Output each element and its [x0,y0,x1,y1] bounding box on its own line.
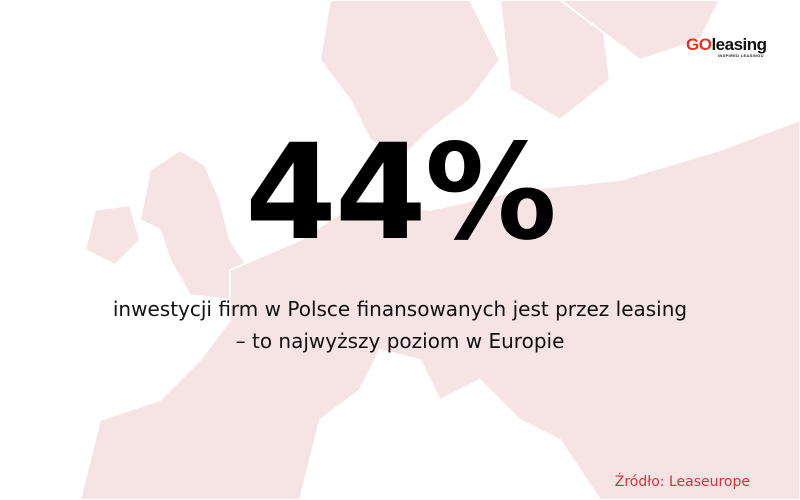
description-line-2: – to najwyższy poziom w Europie [235,329,565,353]
logo-leasing: leasing [711,35,767,54]
description-line-1: inwestycji firm w Polsce finansowanych j… [112,297,688,321]
source-note: Źródło: Leaseurope [614,474,750,490]
finland [498,0,612,122]
headline-percentage: 44% [245,116,557,270]
logo-tagline: INSPIRED LEASINGU [718,53,764,58]
iceland-north [558,0,722,62]
logo-go: GO [686,35,712,54]
scandinavia [318,0,502,162]
goleasing-logo: GOleasing INSPIRED LEASINGU [686,35,796,65]
mainland-europe [78,118,800,500]
ireland [83,203,142,267]
